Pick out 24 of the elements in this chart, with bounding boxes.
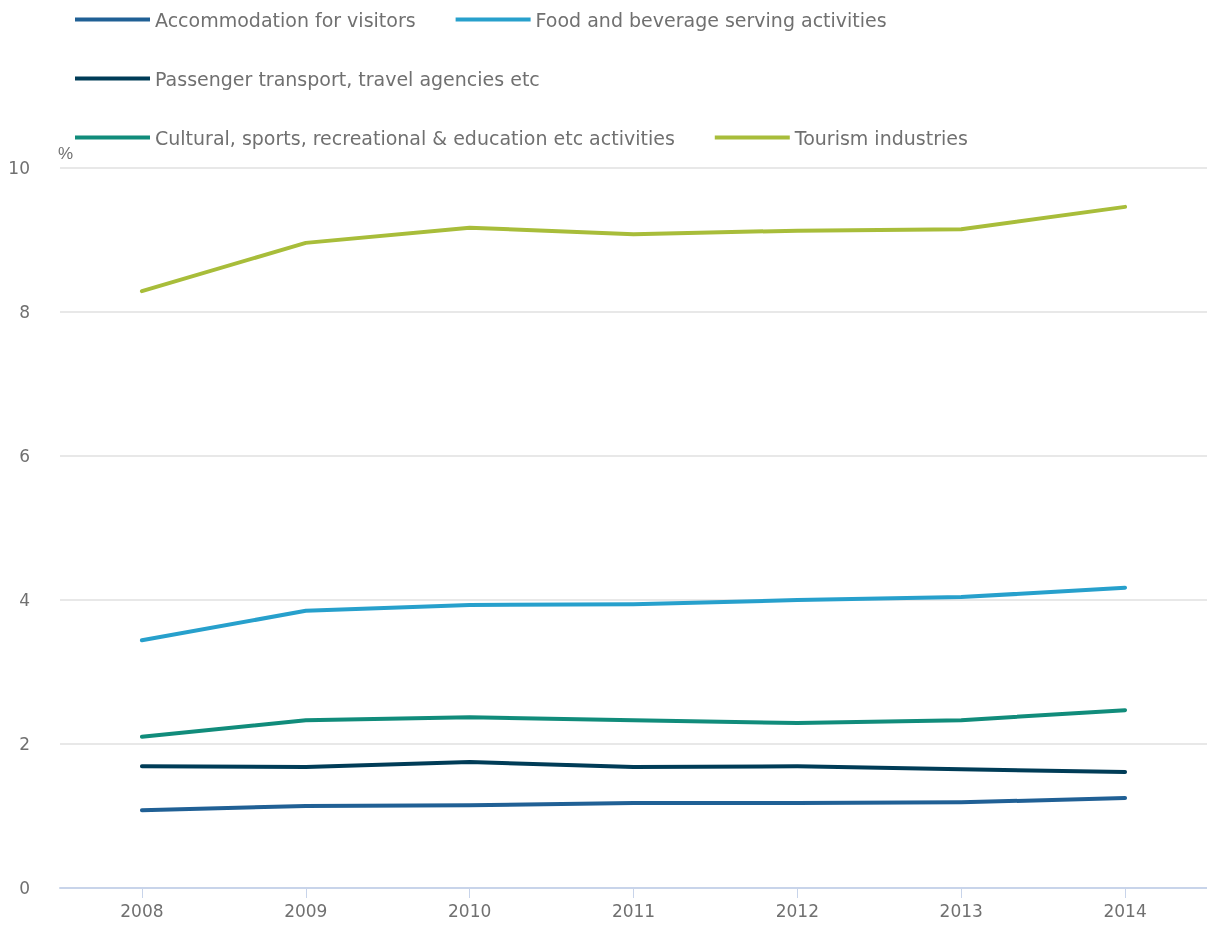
line-series [139, 204, 1128, 294]
legend-label: Passenger transport, travel agencies etc [155, 67, 540, 90]
x-tick-label: 2013 [939, 900, 983, 921]
legend-label: Food and beverage serving activities [535, 8, 887, 31]
y-tick-label: 10 [8, 158, 30, 178]
legend-label: Cultural, sports, recreational & education etc activities [155, 126, 675, 149]
legend-label: Accommodation for visitors [155, 8, 416, 31]
legend-label: Tourism industries [793, 126, 968, 149]
x-tick-label: 2008 [120, 900, 164, 921]
y-axis-title: % [58, 144, 74, 163]
line-series [139, 760, 1128, 775]
y-tick-label: 0 [19, 878, 30, 898]
line-series [139, 585, 1128, 643]
x-tick-label: 2011 [611, 900, 656, 921]
y-tick-label: 6 [19, 446, 30, 466]
x-tick-label: 2010 [448, 900, 492, 921]
x-tick-label: 2012 [775, 900, 819, 921]
line-series [139, 796, 1128, 813]
x-tick-label: 2014 [1103, 900, 1147, 921]
x-tick-label: 2009 [284, 900, 328, 921]
y-tick-label: 4 [19, 590, 30, 610]
line-series [139, 708, 1128, 739]
y-tick-label: 2 [19, 734, 30, 754]
y-tick-label: 8 [19, 302, 30, 322]
